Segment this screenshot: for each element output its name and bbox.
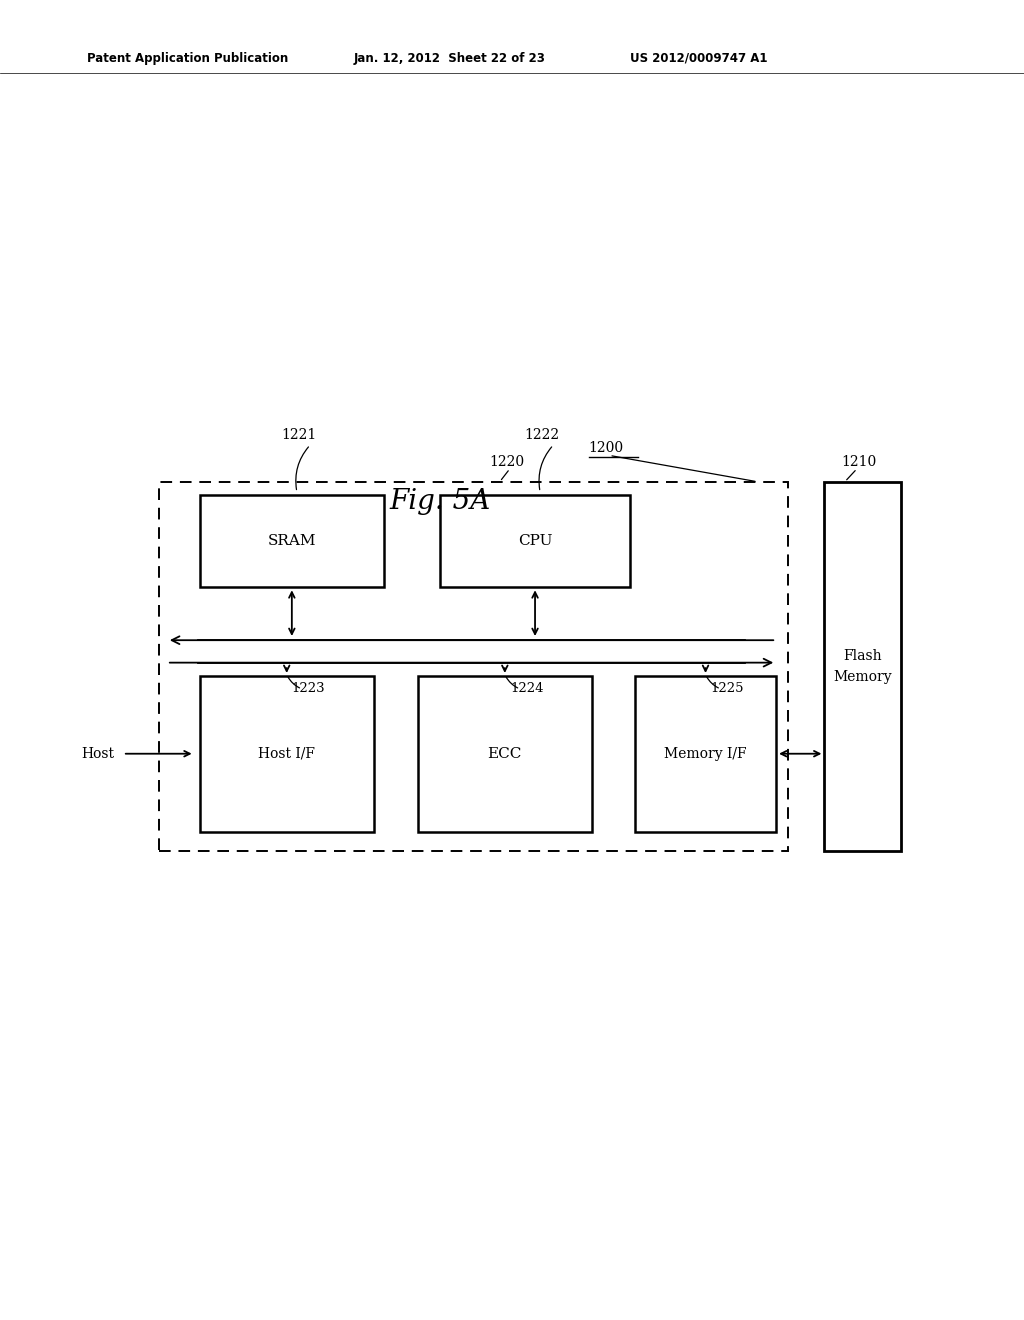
Text: Host: Host: [82, 747, 115, 760]
Text: 1200: 1200: [589, 441, 624, 455]
Bar: [440, 495, 630, 587]
Text: Host I/F: Host I/F: [258, 747, 315, 760]
Bar: [824, 482, 901, 851]
Text: 1220: 1220: [489, 454, 524, 469]
Bar: [418, 676, 592, 832]
Bar: [635, 676, 776, 832]
Text: Memory I/F: Memory I/F: [665, 747, 746, 760]
Bar: [159, 482, 788, 851]
Text: SRAM: SRAM: [267, 535, 316, 548]
Bar: [200, 495, 384, 587]
Text: 1225: 1225: [711, 682, 744, 696]
Text: 1222: 1222: [524, 428, 560, 442]
Text: Patent Application Publication: Patent Application Publication: [87, 51, 289, 65]
Text: 1224: 1224: [510, 682, 544, 696]
Text: Fig. 5A: Fig. 5A: [390, 488, 490, 515]
Text: 1210: 1210: [842, 454, 877, 469]
Text: CPU: CPU: [518, 535, 552, 548]
Bar: [200, 676, 374, 832]
Text: 1223: 1223: [292, 682, 326, 696]
Text: US 2012/0009747 A1: US 2012/0009747 A1: [630, 51, 767, 65]
Text: ECC: ECC: [487, 747, 522, 760]
Text: Flash
Memory: Flash Memory: [834, 649, 892, 684]
Text: Jan. 12, 2012  Sheet 22 of 23: Jan. 12, 2012 Sheet 22 of 23: [353, 51, 545, 65]
Text: 1221: 1221: [282, 428, 316, 442]
